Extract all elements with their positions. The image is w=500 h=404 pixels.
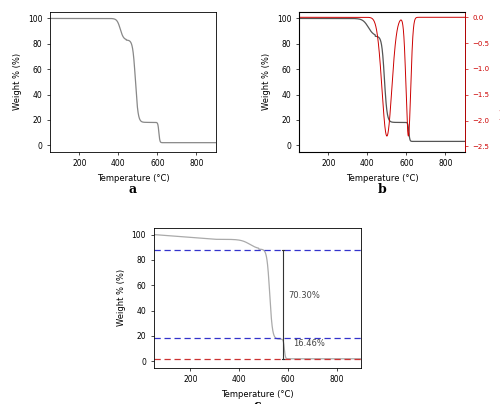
Text: a: a [129, 183, 137, 196]
Text: 16.46%: 16.46% [293, 339, 325, 348]
Y-axis label: Weight % (%): Weight % (%) [14, 53, 22, 110]
Y-axis label: Weight % (%): Weight % (%) [117, 269, 126, 326]
Text: c: c [254, 400, 262, 404]
Y-axis label: Weight % (%): Weight % (%) [262, 53, 272, 110]
X-axis label: Temperature (°C): Temperature (°C) [221, 390, 294, 399]
Text: 70.30%: 70.30% [288, 291, 320, 300]
Text: b: b [378, 183, 386, 196]
X-axis label: Temperature (°C): Temperature (°C) [346, 174, 418, 183]
X-axis label: Temperature (°C): Temperature (°C) [96, 174, 170, 183]
